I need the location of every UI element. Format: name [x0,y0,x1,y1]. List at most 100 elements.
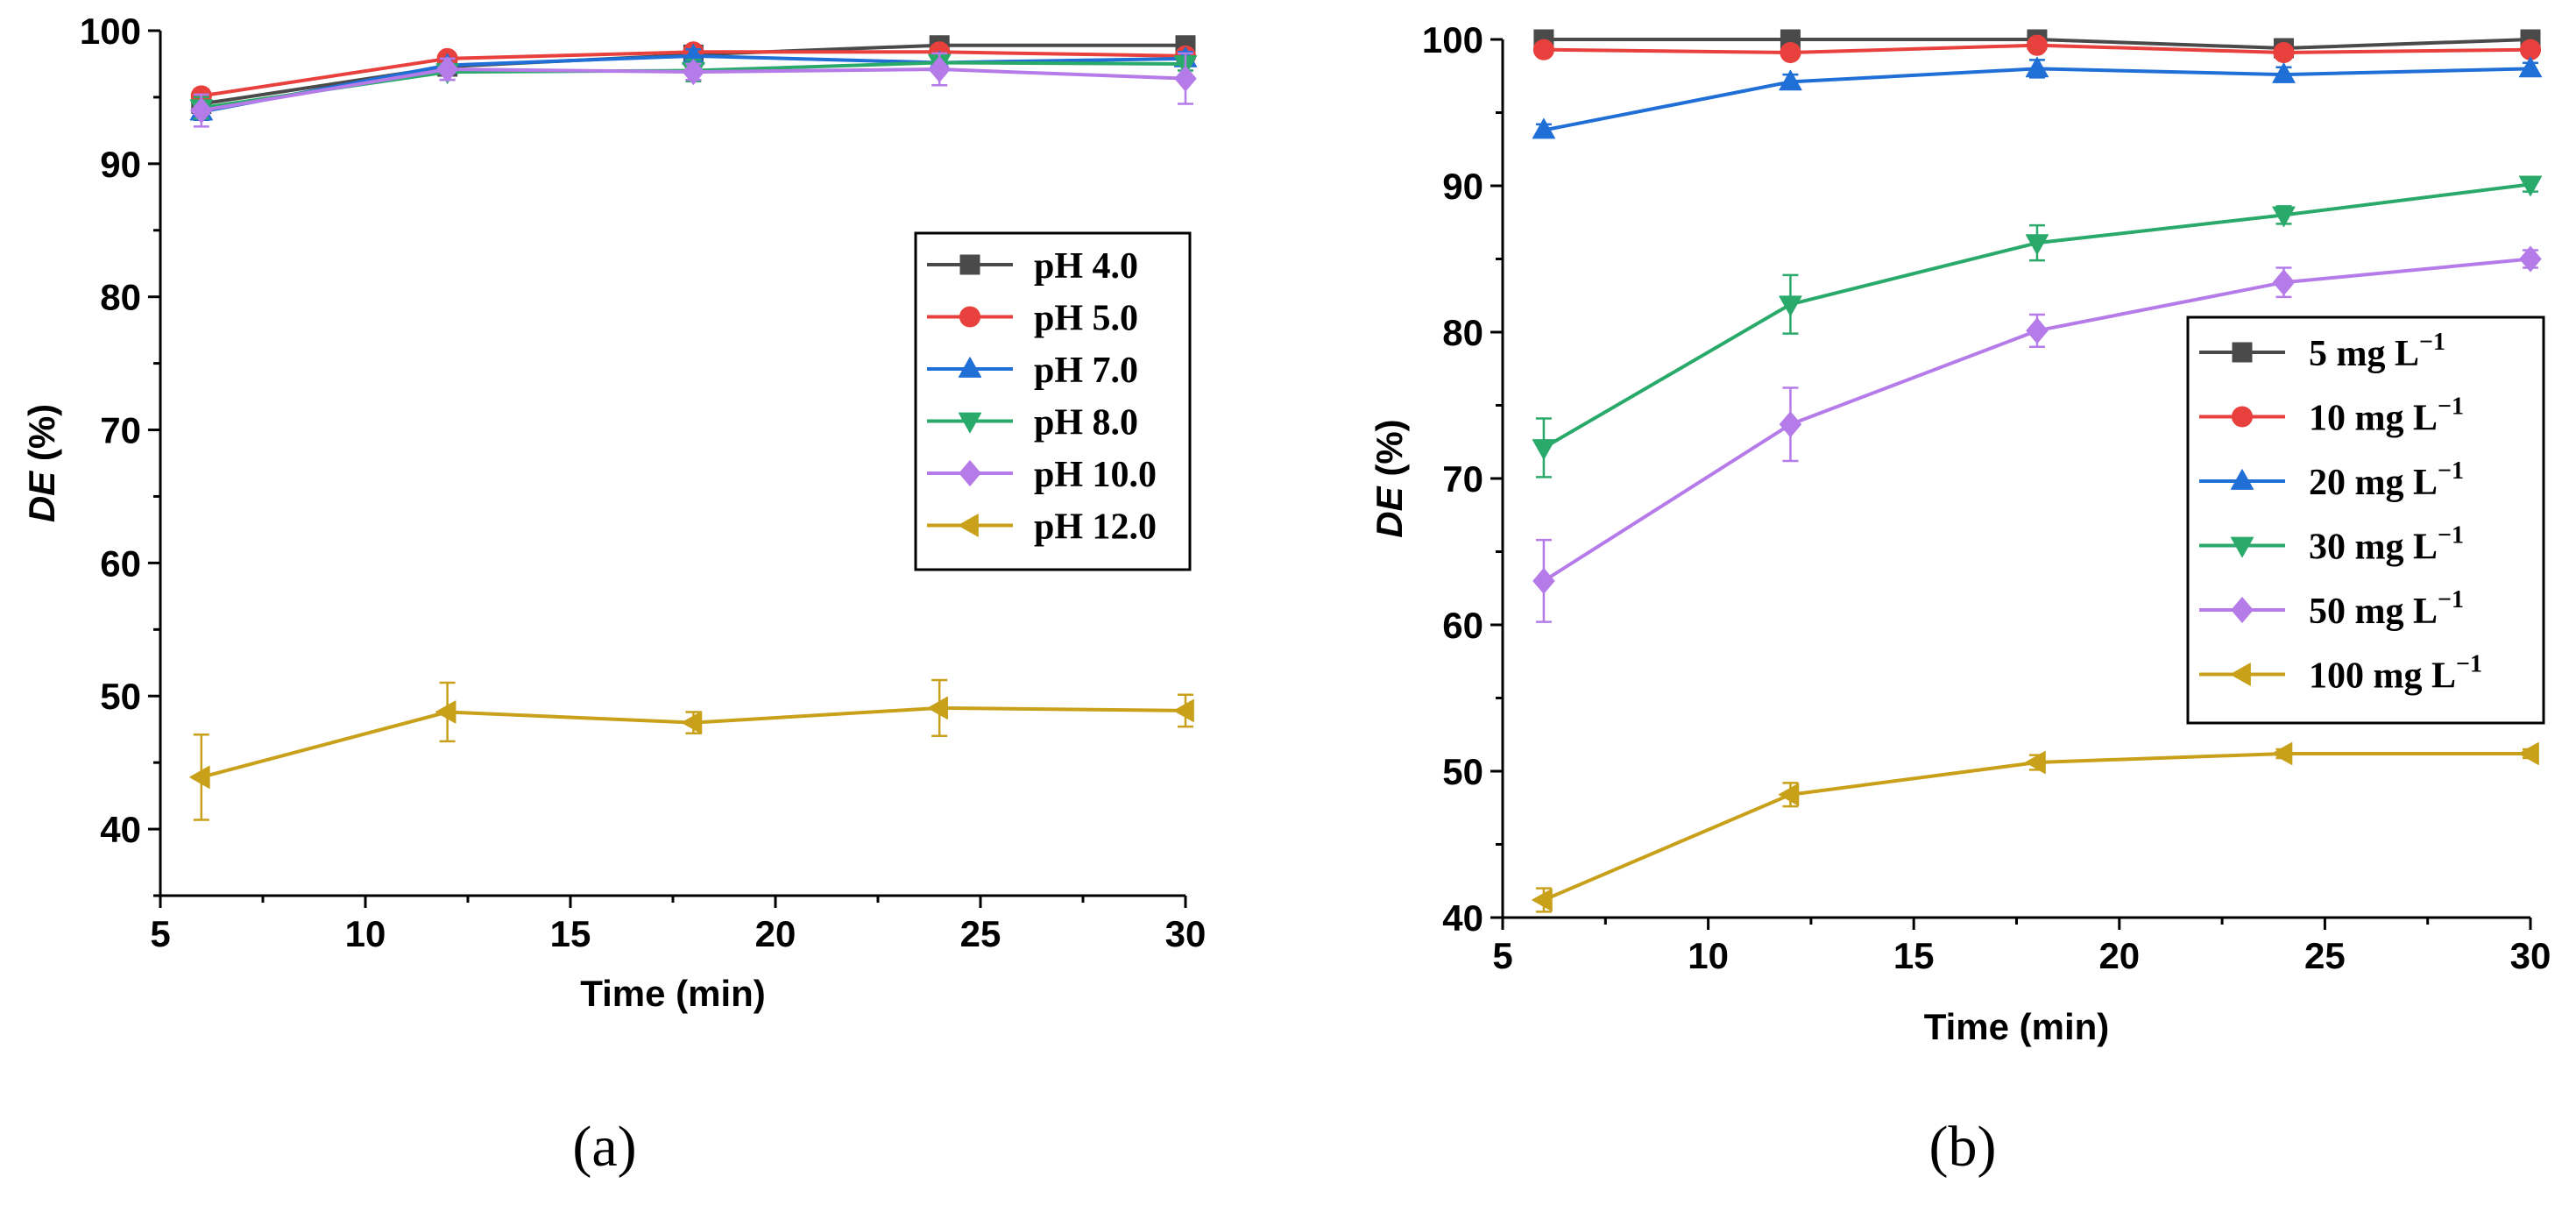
y-tick-label: 70 [1442,458,1483,500]
legend-marker [959,460,981,486]
legend-label: pH 4.0 [1034,246,1138,287]
legend-marker [2231,597,2254,623]
legend-item: 10 mg L−1 [2199,393,2464,439]
legend-item: pH 12.0 [927,507,1157,548]
y-tick-label: 40 [100,809,141,850]
x-tick-label: 30 [2510,935,2551,976]
legend-label-text: pH 5.0 [1034,299,1138,339]
y-axis-title-italic: DE [21,470,62,522]
data-point [1532,568,1555,594]
data-point [1780,41,1801,64]
data-point [2026,34,2049,56]
data-point [927,696,949,720]
legend-marker [2230,469,2254,490]
y-axis-title-unit: (%) [1369,419,1410,486]
y-tick-label: 60 [100,542,141,584]
legend: 5 mg L−110 mg L−120 mg L−130 mg L−150 mg… [2186,315,2545,725]
legend-label-text: 10 mg L [2309,399,2438,439]
x-tick-label: 5 [1492,935,1512,976]
legend-item: pH 5.0 [927,299,1138,339]
legend-item: pH 7.0 [927,351,1138,391]
series-10-mg-l [1532,34,2542,64]
data-point [1779,69,1802,91]
legend-item: pH 10.0 [927,455,1157,495]
y-tick-label: 70 [100,410,141,451]
data-point [2273,41,2295,64]
legend: pH 4.0 pH 5.0 pH 7.0 pH 8.0 pH 10.0 pH 12.0 [914,231,1192,571]
legend-marker [2231,406,2254,428]
y-tick-label: 50 [1442,751,1483,792]
series-50-mg-l [1532,245,2542,623]
data-point [928,56,951,82]
data-point [2025,56,2049,78]
legend-marker [2232,342,2253,363]
legend-label: 30 mg L−1 [2309,522,2464,568]
data-point [1532,439,1556,460]
x-tick-label: 5 [150,913,170,954]
x-tick-label: 30 [1165,913,1207,954]
y-axis-title: DE (%) [1369,419,1410,537]
y-tick-label: 80 [1442,312,1483,353]
legend-label: 100 mg L−1 [2309,651,2482,697]
data-point [681,711,703,734]
y-tick-label: 50 [100,676,141,717]
data-point [2519,245,2542,273]
legend-marker [958,412,982,434]
y-tick-label: 40 [1442,897,1483,939]
legend-label: pH 7.0 [1034,351,1138,391]
x-tick-label: 25 [960,913,1001,954]
data-point [1532,117,1556,139]
data-point [1779,295,1802,316]
x-tick-label: 15 [1893,935,1935,976]
legend-label-text: pH 7.0 [1034,351,1138,391]
data-point [1532,888,1553,912]
x-tick-label: 15 [550,913,591,954]
legend-label-text: pH 4.0 [1034,246,1138,287]
legend-box [2186,315,2545,725]
series-20-mg-l [1532,56,2543,139]
series-100-mg-l [1532,741,2539,913]
data-point [2025,234,2049,255]
legend-label-superscript: −1 [2438,586,2464,613]
legend-item: 20 mg L−1 [2199,457,2464,503]
legend-item: 50 mg L−1 [2199,586,2464,632]
x-tick-label: 20 [2098,935,2140,976]
data-point [1779,411,1802,438]
legend-item: pH 4.0 [927,246,1138,287]
x-axis-title: Time (min) [580,973,766,1014]
x-tick-label: 20 [755,913,796,954]
y-tick-label: 60 [1442,605,1483,646]
legend-label: 50 mg L−1 [2309,586,2464,632]
x-tick-label: 25 [2304,935,2346,976]
y-axis-title-italic: DE [1369,485,1410,537]
series-line [1543,751,2530,902]
legend-label-superscript: −1 [2456,651,2482,678]
data-point [1174,65,1197,92]
legend-label: pH 12.0 [1034,507,1157,548]
data-point [682,59,704,85]
series-ph-10-0 [190,52,1197,128]
legend-item: 100 mg L−1 [2199,651,2482,697]
data-point [2272,269,2296,296]
legend-label-text: 20 mg L [2309,463,2438,503]
legend-marker [958,514,979,537]
y-axis-title-unit: (%) [21,404,62,471]
x-tick-label: 10 [1688,935,1729,976]
legend-label-text: pH 10.0 [1034,455,1157,495]
legend-label: pH 10.0 [1034,455,1157,495]
data-point [2518,56,2543,78]
data-point [1778,783,1800,806]
y-tick-label: 90 [100,144,141,185]
legend-label: 20 mg L−1 [2309,457,2464,503]
series-30-mg-l [1532,175,2543,478]
y-tick-label: 100 [80,11,141,52]
data-point [2272,62,2296,83]
legend-label-text: 50 mg L [2309,592,2438,632]
legend-item: 5 mg L−1 [2199,329,2445,374]
data-point [189,765,210,790]
y-tick-label: 80 [100,277,141,318]
data-point [1173,698,1194,723]
legend-label-text: pH 8.0 [1034,403,1138,443]
legend-marker [2230,663,2251,686]
legend-label-superscript: −1 [2438,393,2464,421]
